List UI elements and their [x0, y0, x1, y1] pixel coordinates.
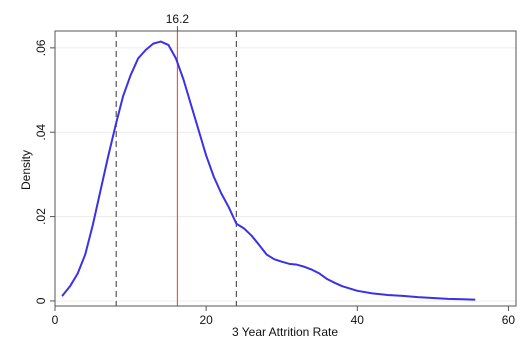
x-tick-label: 60 — [502, 313, 516, 327]
x-axis-title: 3 Year Attrition Rate — [232, 325, 338, 339]
plot-frame — [54, 30, 517, 307]
y-tick-label: .06 — [34, 39, 48, 56]
x-tick-label: 0 — [52, 313, 59, 327]
density-series-line — [61, 40, 476, 301]
reference-line-label: 16.2 — [166, 12, 190, 26]
labels: 3 Year Attrition Rate Density — [19, 150, 338, 339]
x-tick-label: 20 — [199, 313, 213, 327]
y-tick-label: .02 — [34, 208, 48, 225]
gridlines — [55, 47, 516, 302]
y-tick-label: 0 — [34, 297, 48, 304]
y-axis-title: Density — [19, 150, 33, 190]
y-tick-label: .04 — [34, 124, 48, 141]
axes — [54, 30, 517, 307]
series-layer — [61, 40, 476, 301]
ticks: 0 20 40 60 0 .02 .04 .06 — [34, 39, 515, 327]
x-tick-label: 40 — [351, 313, 365, 327]
reference-lines: 16.2 — [115, 12, 237, 306]
